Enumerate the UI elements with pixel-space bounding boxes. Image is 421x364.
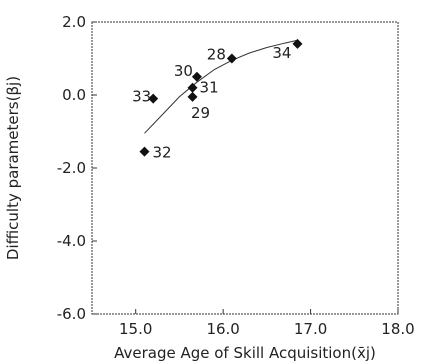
x-tick-label: 15.0 [119,320,152,338]
data-point-label: 28 [207,46,226,64]
data-point-label: 32 [152,144,171,162]
data-points: 32 33 30 31 29 28 34 [132,38,303,162]
data-point-marker [187,91,198,102]
x-axis-ticks: 15.0 16.0 17.0 18.0 [119,309,415,338]
plot-frame [91,21,399,315]
x-tick-label: 17.0 [294,320,327,338]
y-tick-label: -6.0 [57,305,86,323]
y-axis-ticks: 2.0 0.0 -2.0 -4.0 -6.0 [57,13,97,323]
y-tick-label: -4.0 [57,232,86,250]
y-tick-label: 0.0 [62,86,86,104]
data-point-marker [226,53,237,64]
y-axis-title: Difficulty parameters(βj) [4,76,22,260]
data-point-label: 34 [272,44,291,62]
y-tick-label: 2.0 [62,13,86,31]
data-point-label: 33 [132,88,151,106]
data-point-marker [191,71,202,82]
x-axis-title: Average Age of Skill Acquisition(x̄j) [114,344,376,362]
data-point-label: 29 [191,104,210,122]
data-point-marker [187,82,198,93]
data-point-marker [292,38,303,49]
data-point-marker [139,146,150,157]
x-tick-label: 18.0 [381,320,414,338]
data-point-label: 31 [200,79,219,97]
trend-curve [144,39,298,134]
data-point-marker [148,93,159,104]
x-tick-label: 16.0 [206,320,239,338]
data-point-label: 30 [174,62,193,80]
y-tick-label: -2.0 [57,159,86,177]
